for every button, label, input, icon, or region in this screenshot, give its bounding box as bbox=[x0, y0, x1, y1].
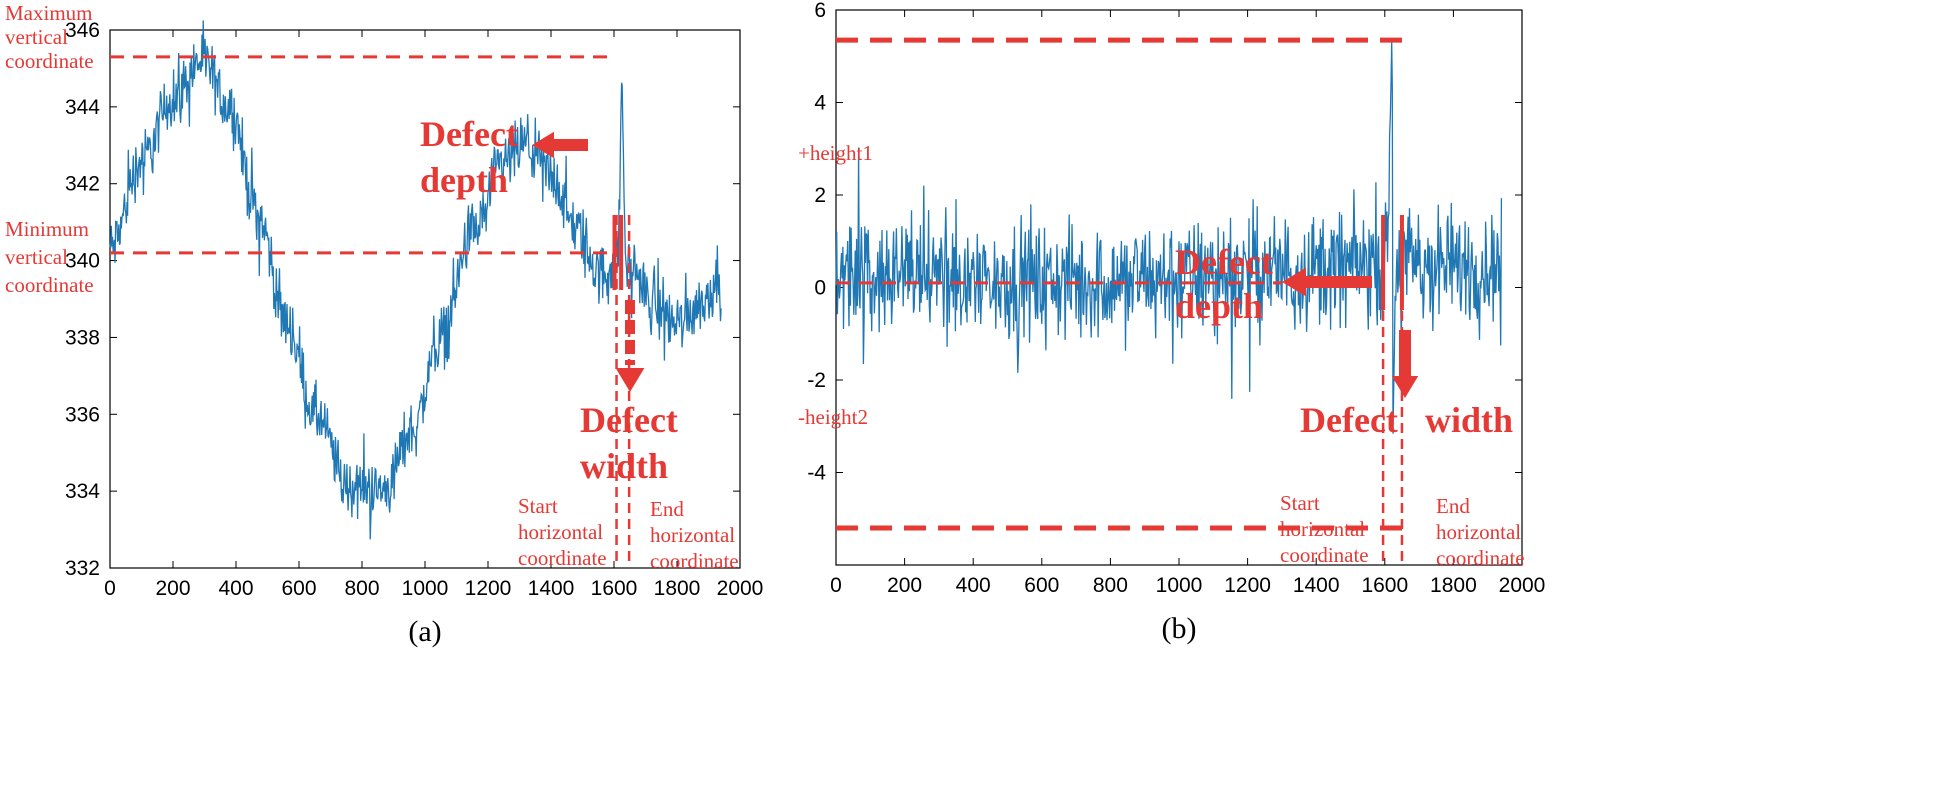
x-tick-label: 1200 bbox=[1224, 574, 1271, 597]
start-label: coordinate bbox=[518, 546, 607, 570]
x-tick-label: 600 bbox=[281, 577, 316, 600]
y-tick-label: 344 bbox=[65, 96, 100, 119]
end-label: horizontal bbox=[1436, 520, 1521, 544]
x-tick-label: 2000 bbox=[1499, 574, 1546, 597]
end-label: coordinate bbox=[1436, 546, 1525, 570]
y-tick-labels: 332 334 336 338 340 342 344 346 bbox=[65, 19, 100, 580]
plus-height-label: +height1 bbox=[798, 141, 873, 165]
x-tick-label: 200 bbox=[155, 577, 190, 600]
depth-label: Defect bbox=[1175, 242, 1273, 282]
x-tick-label: 1800 bbox=[1430, 574, 1477, 597]
end-label: End bbox=[650, 497, 684, 521]
start-label: Start bbox=[1280, 491, 1320, 515]
start-label: coordinate bbox=[1280, 543, 1369, 567]
x-tick-label: 200 bbox=[887, 574, 922, 597]
depth-label: Defect bbox=[420, 114, 518, 154]
x-tick-label: 1800 bbox=[654, 577, 701, 600]
y-tick-label: 6 bbox=[814, 0, 826, 22]
x-tick-label: 400 bbox=[956, 574, 991, 597]
x-tick-label: 1400 bbox=[1293, 574, 1340, 597]
x-tick-label: 800 bbox=[344, 577, 379, 600]
start-label: Start bbox=[518, 494, 558, 518]
panel-b: 0 200 400 600 800 1000 1200 1400 1600 1800 2000 -4… bbox=[798, 0, 1545, 645]
x-tick-label: 1600 bbox=[1361, 574, 1408, 597]
panel-a: 0 200 400 600 800 1000 1200 1400 1600 1800 2000 33… bbox=[5, 1, 763, 648]
x-tick-label: 1000 bbox=[402, 577, 449, 600]
start-label: horizontal bbox=[518, 520, 603, 544]
depth-label: depth bbox=[1175, 286, 1263, 326]
x-tick-label: 1400 bbox=[528, 577, 575, 600]
axis-ticks bbox=[109, 29, 741, 569]
y-tick-label: 334 bbox=[65, 480, 100, 503]
panel-label: (a) bbox=[408, 615, 441, 648]
x-tick-labels: 0 200 400 600 800 1000 1200 1400 1600 1800 2000 bbox=[104, 577, 763, 600]
x-tick-label: 1200 bbox=[465, 577, 512, 600]
x-tick-label: 1000 bbox=[1156, 574, 1203, 597]
signal-line bbox=[835, 42, 1503, 434]
x-tick-label: 0 bbox=[830, 574, 842, 597]
y-tick-labels: -4 -2 0 2 4 6 bbox=[807, 0, 826, 485]
annotations: MaximumverticalcoordinateMinimumvertical… bbox=[5, 1, 739, 573]
max-label: coordinate bbox=[5, 49, 94, 73]
end-label: coordinate bbox=[650, 549, 739, 573]
width-label: Defect bbox=[580, 400, 678, 440]
y-tick-label: 2 bbox=[814, 184, 826, 207]
arrow-head bbox=[532, 131, 554, 159]
start-label: horizontal bbox=[1280, 517, 1365, 541]
width-label: width bbox=[580, 446, 668, 486]
end-label: End bbox=[1436, 494, 1470, 518]
min-label: vertical bbox=[5, 245, 68, 269]
y-tick-label: 332 bbox=[65, 557, 100, 580]
min-label: Minimum bbox=[5, 217, 89, 241]
end-label: horizontal bbox=[650, 523, 735, 547]
y-tick-label: -2 bbox=[807, 369, 826, 392]
y-tick-label: 346 bbox=[65, 19, 100, 42]
x-tick-label: 400 bbox=[218, 577, 253, 600]
arrow-head bbox=[1391, 376, 1419, 398]
width-label: width bbox=[1425, 400, 1513, 440]
minus-height-label: -height2 bbox=[798, 405, 868, 429]
x-tick-label: 800 bbox=[1093, 574, 1128, 597]
arrow-head bbox=[615, 368, 645, 392]
signal-line bbox=[109, 20, 722, 540]
x-tick-label: 0 bbox=[104, 577, 116, 600]
min-label: coordinate bbox=[5, 273, 94, 297]
y-tick-label: -4 bbox=[807, 462, 826, 485]
max-label: vertical bbox=[5, 25, 68, 49]
y-tick-label: 336 bbox=[65, 403, 100, 426]
y-tick-label: 4 bbox=[814, 92, 826, 115]
panel-label: (b) bbox=[1162, 612, 1197, 645]
y-tick-label: 340 bbox=[65, 250, 100, 273]
depth-label: depth bbox=[420, 160, 508, 200]
y-tick-label: 342 bbox=[65, 173, 100, 196]
x-tick-label: 600 bbox=[1024, 574, 1059, 597]
axis-ticks bbox=[835, 9, 1523, 565]
x-tick-label: 2000 bbox=[717, 577, 764, 600]
max-label: Maximum bbox=[5, 1, 93, 25]
y-tick-label: 338 bbox=[65, 326, 100, 349]
arrow-head bbox=[1282, 267, 1306, 297]
y-tick-label: 0 bbox=[814, 277, 826, 300]
x-tick-labels: 0 200 400 600 800 1000 1200 1400 1600 1800 2000 bbox=[830, 574, 1545, 597]
x-tick-label: 1600 bbox=[591, 577, 638, 600]
width-label: Defect bbox=[1300, 400, 1398, 440]
